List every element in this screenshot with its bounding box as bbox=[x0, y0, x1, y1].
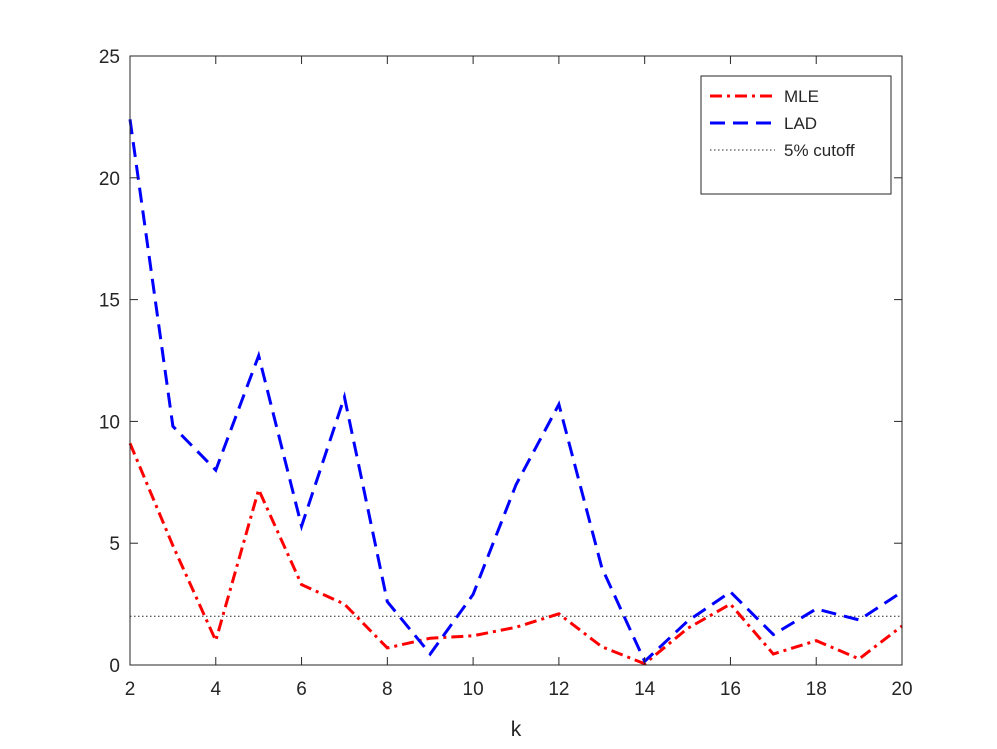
y-tick-label: 15 bbox=[99, 291, 120, 312]
x-tick-label: 12 bbox=[548, 679, 569, 700]
series-line-mle bbox=[128, 442, 903, 666]
legend: MLE LAD 5% cutoff bbox=[700, 75, 892, 195]
legend-label-lad: LAD bbox=[784, 114, 817, 133]
y-tick-label: 0 bbox=[109, 656, 120, 677]
x-tick-label: 14 bbox=[634, 679, 656, 700]
legend-box bbox=[700, 75, 892, 195]
y-tick-label: 20 bbox=[99, 169, 120, 190]
plot-frame bbox=[129, 55, 903, 666]
x-tick-label: 4 bbox=[210, 679, 221, 700]
y-tick-label: 25 bbox=[99, 47, 120, 68]
x-tick-label: 18 bbox=[806, 679, 827, 700]
x-tick-label: 8 bbox=[382, 679, 393, 700]
x-axis-label: k bbox=[511, 718, 522, 741]
x-tick-label: 6 bbox=[296, 679, 307, 700]
legend-label-mle: MLE bbox=[784, 87, 819, 106]
x-tick-label: 10 bbox=[463, 679, 484, 700]
legend-label-cutoff: 5% cutoff bbox=[784, 141, 855, 160]
series-layer bbox=[128, 119, 903, 666]
x-tick-label: 2 bbox=[125, 679, 136, 700]
y-tick-label: 10 bbox=[99, 412, 120, 433]
y-tick-label: 5 bbox=[109, 534, 120, 555]
series-line-lad bbox=[128, 119, 903, 664]
x-tick-label: 20 bbox=[891, 679, 912, 700]
ticks-layer: 2 4 6 8 10 12 14 16 18 20 0 5 10 15 20 25 bbox=[99, 47, 913, 700]
x-tick-label: 16 bbox=[720, 679, 741, 700]
